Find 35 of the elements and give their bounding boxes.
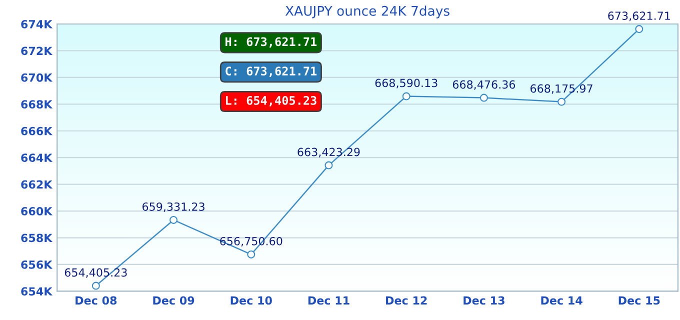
x-tick-label: Dec 08 (76, 296, 117, 305)
annotation: C: 673,621.71 (226, 66, 317, 78)
y-tick-label: 660K (21, 207, 53, 216)
point (324, 161, 333, 170)
point (480, 94, 488, 102)
chart-title: XAUJPY ounce 24K 7days (285, 6, 450, 18)
point (402, 92, 410, 100)
y-tick-label: 668K (21, 100, 53, 109)
x-tick-label: Dec 15 (618, 296, 660, 305)
annotation: H: 673,621.71 (226, 37, 317, 48)
data-label: 668,590.13 (375, 78, 438, 88)
x-tick-label: Dec 14 (541, 296, 582, 305)
y-tick-label: 666K (21, 126, 53, 136)
point (170, 216, 178, 224)
y-tick-label: 674K (21, 20, 53, 28)
point (92, 282, 100, 290)
y-tick-label: 662K (21, 180, 53, 189)
point (247, 250, 256, 258)
x-tick-label: Dec 11 (308, 296, 350, 305)
x-tick-label: Dec 10 (230, 296, 272, 305)
y-tick-label: 654K (21, 287, 53, 296)
data-label: 668,476.36 (452, 80, 516, 90)
point (635, 25, 644, 34)
annotation: L: 654,405.23 (226, 96, 316, 106)
x-tick-label: Dec 09 (153, 296, 194, 305)
y-tick-label: 672K (21, 46, 53, 56)
point (558, 98, 566, 106)
x-tick-label: Dec 12 (386, 296, 427, 305)
data-label: 673,621.71 (608, 12, 670, 22)
y-tick-label: 664K (21, 154, 53, 162)
y-tick-label: 670K (21, 73, 53, 82)
y-tick-label: 658K (21, 234, 53, 242)
x-tick-label: Dec 13 (464, 296, 504, 305)
data-label: 659,331.23 (142, 202, 204, 212)
y-tick-label: 656K (21, 260, 53, 269)
